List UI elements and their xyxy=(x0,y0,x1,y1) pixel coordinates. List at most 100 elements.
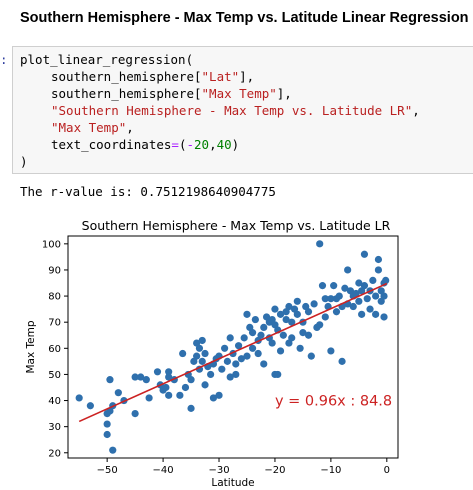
y-tick-label: 70 xyxy=(48,318,61,329)
code-line-5: "Max Temp", xyxy=(51,120,134,135)
data-point xyxy=(187,404,195,412)
data-point xyxy=(318,282,327,290)
data-point xyxy=(372,310,380,318)
regression-equation: y = 0.96x : 84.8 xyxy=(275,394,392,410)
data-point xyxy=(251,315,259,324)
data-point xyxy=(304,331,313,339)
data-point xyxy=(288,318,296,326)
data-point xyxy=(232,370,240,379)
data-point xyxy=(114,389,122,397)
data-point xyxy=(316,240,324,248)
data-point xyxy=(332,308,341,316)
data-point xyxy=(237,355,245,363)
data-point xyxy=(321,313,329,321)
data-point xyxy=(195,344,204,352)
data-point xyxy=(198,357,206,365)
data-point xyxy=(380,292,388,300)
x-tick-label: −50 xyxy=(97,465,118,476)
data-point xyxy=(341,284,349,292)
y-tick-label: 80 xyxy=(48,292,61,303)
data-point xyxy=(257,331,265,339)
data-point xyxy=(285,302,293,311)
data-point xyxy=(226,373,234,381)
data-point xyxy=(137,373,145,381)
data-point xyxy=(288,334,296,342)
data-point xyxy=(198,336,206,345)
data-point xyxy=(369,276,377,284)
data-point xyxy=(165,391,173,399)
data-point xyxy=(103,430,111,439)
y-tick-label: 20 xyxy=(48,448,61,459)
data-point xyxy=(366,305,374,313)
data-point xyxy=(232,360,240,368)
regression-line xyxy=(78,282,388,423)
scatter-chart: Southern Hemisphere - Max Temp vs. Latit… xyxy=(25,218,399,489)
data-point xyxy=(327,347,335,355)
data-point xyxy=(106,376,114,384)
data-point xyxy=(276,347,285,355)
chart-title: Southern Hemisphere - Max Temp vs. Latit… xyxy=(82,218,391,233)
data-point xyxy=(223,357,232,365)
data-point xyxy=(310,300,318,308)
data-point xyxy=(299,329,307,337)
data-point xyxy=(380,313,388,321)
cell-prompt: : xyxy=(0,52,8,67)
section-heading: Southern Hemisphere - Max Temp vs. Latit… xyxy=(20,10,469,26)
code-line-4: "Southern Hemisphere - Max Temp vs. Lati… xyxy=(51,103,420,118)
code-line-6: text_coordinates=(-20,40) xyxy=(51,137,240,152)
data-point xyxy=(358,310,366,318)
data-point xyxy=(243,352,251,360)
x-tick-label: −40 xyxy=(153,465,174,476)
data-point xyxy=(374,255,383,264)
data-point xyxy=(268,339,276,347)
code-cell-input[interactable]: plot_linear_regression( southern_hemisph… xyxy=(12,46,473,174)
y-axis: 20 30 40 50 60 70 80 90 100 xyxy=(42,239,68,459)
data-point xyxy=(75,394,83,402)
cell-output-text: The r-value is: 0.7512198640904775 xyxy=(20,184,276,199)
plot-area xyxy=(67,235,399,459)
data-point xyxy=(316,321,324,329)
data-point xyxy=(338,357,346,365)
data-point xyxy=(145,394,153,402)
data-point xyxy=(360,282,369,290)
data-point xyxy=(374,266,383,274)
data-point xyxy=(162,383,170,392)
x-axis: −50 −40 −30 −20 −10 0 xyxy=(97,458,390,476)
data-point xyxy=(344,266,352,274)
code-line-7: ) xyxy=(20,154,28,169)
data-point xyxy=(330,282,338,290)
data-point xyxy=(260,323,268,332)
data-point xyxy=(293,310,301,318)
data-point xyxy=(215,391,223,399)
data-point xyxy=(276,310,285,318)
data-point xyxy=(349,302,357,311)
x-tick-label: 0 xyxy=(384,465,390,476)
x-axis-label: Latitude xyxy=(211,477,254,489)
data-point xyxy=(260,360,268,368)
data-point xyxy=(142,376,150,384)
data-point xyxy=(307,352,315,360)
data-point xyxy=(193,352,201,360)
data-point xyxy=(86,402,94,410)
data-point xyxy=(131,410,139,418)
code-line-2: southern_hemisphere["Lat"], xyxy=(51,69,255,84)
data-point xyxy=(103,420,111,428)
y-tick-label: 30 xyxy=(48,422,61,433)
data-point xyxy=(218,365,226,373)
data-point xyxy=(279,331,287,339)
data-point xyxy=(254,349,262,358)
x-tick-label: −30 xyxy=(208,465,229,476)
y-tick-label: 60 xyxy=(48,344,61,355)
data-point xyxy=(109,446,117,454)
data-point xyxy=(201,381,209,389)
code-line-3: southern_hemisphere["Max Temp"], xyxy=(51,86,292,101)
regression-line-group xyxy=(78,282,388,423)
data-point xyxy=(363,295,371,303)
data-point xyxy=(372,292,380,300)
data-point xyxy=(243,310,251,318)
data-point xyxy=(360,250,369,258)
data-point xyxy=(165,368,173,376)
data-point xyxy=(271,305,279,313)
data-point xyxy=(327,295,335,303)
data-point xyxy=(201,349,209,358)
